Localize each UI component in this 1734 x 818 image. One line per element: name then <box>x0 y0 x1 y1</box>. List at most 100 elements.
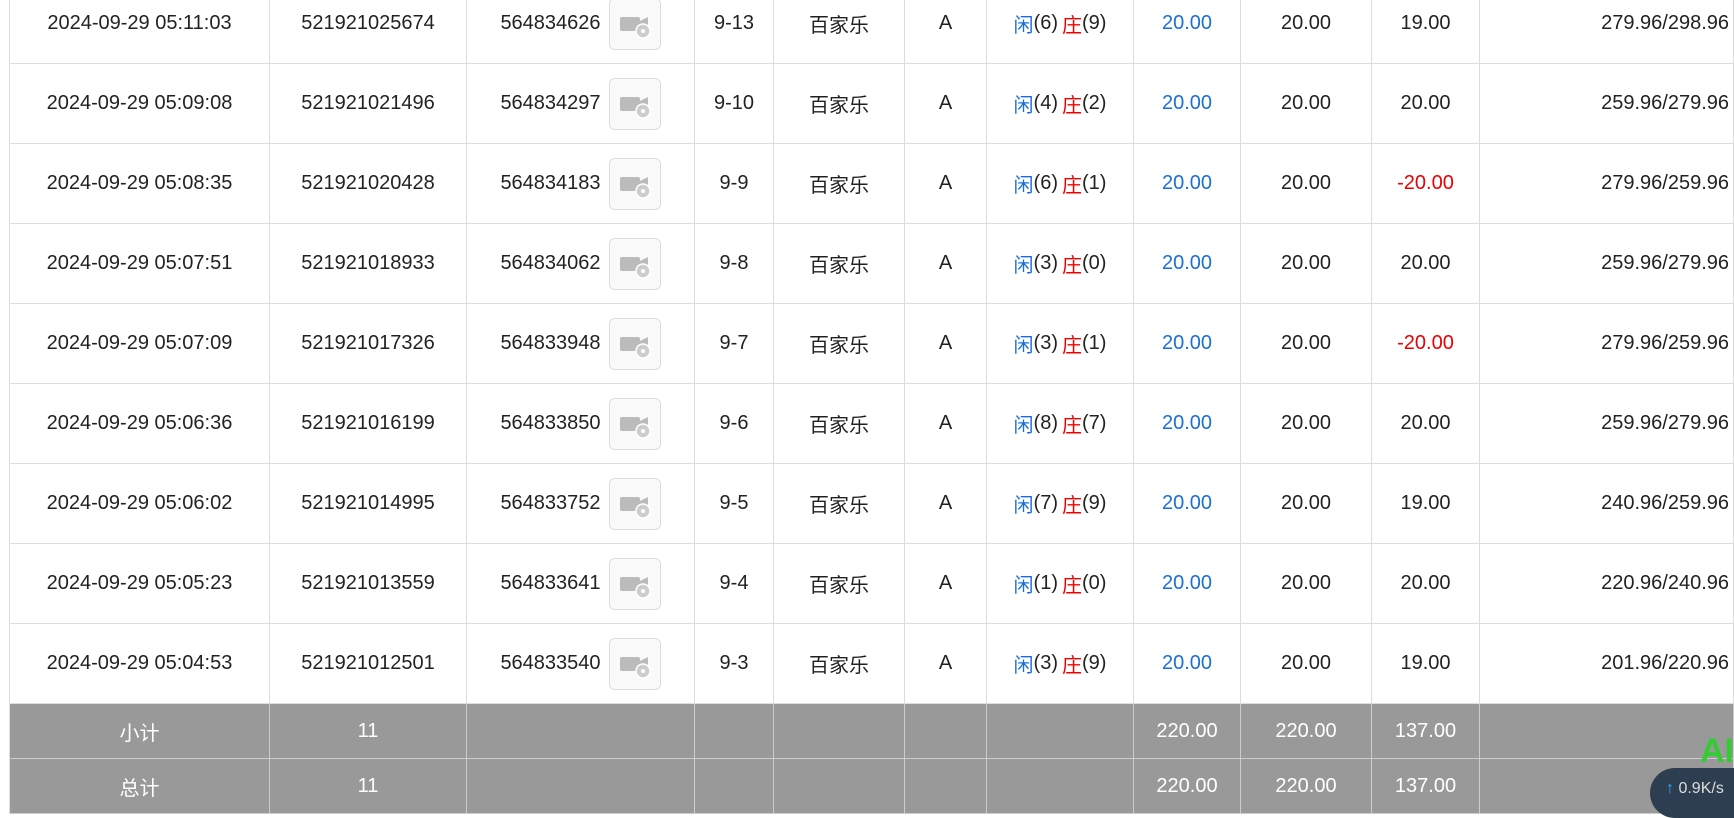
bet-id-cell: 521921017326 <box>270 304 467 384</box>
table-name-text: A <box>938 492 953 514</box>
result-cell <box>987 704 1134 759</box>
balance-cell: 279.96/259.96 <box>1480 144 1734 224</box>
player-label: 闲 <box>1013 15 1034 37</box>
shoe-cell <box>695 704 774 759</box>
player-score: (1) <box>1033 572 1058 594</box>
win-loss-cell: 19.00 <box>1372 464 1480 544</box>
video-icon[interactable] <box>608 0 661 50</box>
table-name-text: A <box>938 12 953 34</box>
round-id-cell: 564833850 <box>467 384 695 464</box>
bet-amount-cell: 20.00 <box>1134 384 1241 464</box>
bet-amount-text: 20.00 <box>1161 492 1213 514</box>
game-cell: 百家乐 <box>774 384 905 464</box>
player-score: (6) <box>1033 172 1058 194</box>
balance-cell: 220.96/240.96 <box>1480 544 1734 624</box>
bet-time-text: 2024-09-29 05:11:03 <box>47 12 232 34</box>
bet-id-text: 521921012501 <box>301 652 435 674</box>
game-cell: 百家乐 <box>774 544 905 624</box>
footer-text: 137.00 <box>1394 774 1457 797</box>
game-cell: 百家乐 <box>774 64 905 144</box>
table-name-cell: A <box>905 0 987 64</box>
shoe-cell: 9-10 <box>695 64 774 144</box>
win-loss-cell: 19.00 <box>1372 624 1480 704</box>
game-text: 百家乐 <box>809 655 869 677</box>
player-label: 闲 <box>1013 575 1034 597</box>
table-name-text: A <box>938 572 953 594</box>
player-score: (8) <box>1033 412 1058 434</box>
game-cell <box>774 704 905 759</box>
bet-id-cell: 11 <box>270 704 467 759</box>
table-name-text: A <box>938 412 953 434</box>
bet-id-text: 521921021496 <box>301 92 435 114</box>
video-icon[interactable] <box>608 557 661 610</box>
game-text: 百家乐 <box>809 15 869 37</box>
round-id-text: 564834062 <box>500 252 601 274</box>
video-icon[interactable] <box>608 637 661 690</box>
round-id-text: 564833948 <box>500 332 601 354</box>
bet-id-text: 521921017326 <box>301 332 435 354</box>
win-loss-cell: 20.00 <box>1372 64 1480 144</box>
banker-score: (9) <box>1082 492 1107 514</box>
table-name-cell: A <box>905 464 987 544</box>
bet-time-cell: 2024-09-29 05:06:02 <box>9 464 270 544</box>
game-text: 百家乐 <box>809 95 869 117</box>
bet-amount-cell: 220.00 <box>1134 759 1241 814</box>
bet-id-cell: 521921012501 <box>270 624 467 704</box>
bet-amount-cell: 220.00 <box>1134 704 1241 759</box>
ai-badge: AI <box>1700 732 1734 770</box>
bet-amount-cell: 20.00 <box>1134 224 1241 304</box>
bet-time-cell: 总计 <box>9 759 270 814</box>
game-cell: 百家乐 <box>774 224 905 304</box>
round-id-cell: 564833752 <box>467 464 695 544</box>
balance-text: 279.96/259.96 <box>1601 172 1729 194</box>
bet-time-text: 2024-09-29 05:09:08 <box>46 92 233 114</box>
bet-id-cell: 521921016199 <box>270 384 467 464</box>
footer-text: 220.00 <box>1275 774 1337 797</box>
banker-label: 庄 <box>1062 495 1082 517</box>
result-cell: 闲 (1) 庄 (0) <box>987 544 1134 624</box>
bet-time-cell: 2024-09-29 05:04:53 <box>9 624 270 704</box>
video-icon[interactable] <box>608 477 661 530</box>
win-loss-cell: 137.00 <box>1372 704 1480 759</box>
balance-cell: 279.96/259.96 <box>1480 304 1734 384</box>
video-icon[interactable] <box>608 317 661 370</box>
banker-score: (0) <box>1082 572 1107 594</box>
shoe-cell: 9-13 <box>695 0 774 64</box>
result-cell: 闲 (3) 庄 (0) <box>987 224 1134 304</box>
valid-amount-cell: 20.00 <box>1241 384 1372 464</box>
balance-cell: 259.96/279.96 <box>1480 224 1734 304</box>
valid-amount-cell: 220.00 <box>1241 759 1372 814</box>
win-loss-text: 20.00 <box>1400 412 1451 434</box>
valid-amount-cell: 20.00 <box>1241 464 1372 544</box>
bet-id-cell: 521921021496 <box>270 64 467 144</box>
bet-time-cell: 2024-09-29 05:09:08 <box>9 64 270 144</box>
table-name-cell: A <box>905 544 987 624</box>
balance-cell: 279.96/298.96 <box>1480 0 1734 64</box>
bet-time-cell: 2024-09-29 05:08:35 <box>9 144 270 224</box>
shoe-cell: 9-5 <box>695 464 774 544</box>
win-loss-cell: 20.00 <box>1372 224 1480 304</box>
bet-amount-text: 20.00 <box>1161 252 1213 274</box>
game-text: 百家乐 <box>809 335 869 357</box>
bet-id-text: 521921020428 <box>301 172 435 194</box>
valid-amount-cell: 20.00 <box>1241 224 1372 304</box>
player-label: 闲 <box>1013 255 1034 277</box>
valid-amount-cell: 20.00 <box>1241 544 1372 624</box>
banker-label: 庄 <box>1062 175 1082 197</box>
round-id-cell: 564834062 <box>467 224 695 304</box>
video-icon[interactable] <box>608 157 661 210</box>
round-id-text: 564834183 <box>500 172 601 194</box>
bet-time-text: 2024-09-29 05:04:53 <box>46 652 233 674</box>
video-icon[interactable] <box>608 237 661 290</box>
video-icon[interactable] <box>608 77 661 130</box>
table-name-cell: A <box>905 224 987 304</box>
video-icon[interactable] <box>608 397 661 450</box>
table-name-text: A <box>938 652 953 674</box>
table-name-cell: A <box>905 384 987 464</box>
player-label: 闲 <box>1013 95 1034 117</box>
player-label: 闲 <box>1013 335 1034 357</box>
round-id-text: 564834297 <box>500 92 601 114</box>
footer-text: 220.00 <box>1156 719 1218 742</box>
bet-amount-text: 20.00 <box>1161 652 1213 674</box>
round-id-cell: 564833641 <box>467 544 695 624</box>
